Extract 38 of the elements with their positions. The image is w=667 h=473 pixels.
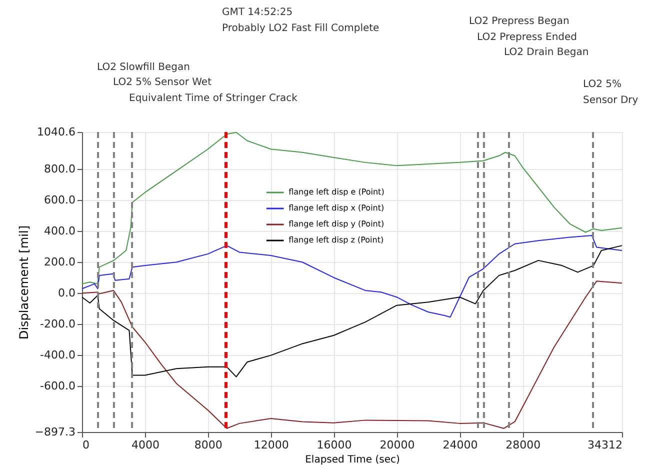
x-tick-label: 16000 (316, 438, 352, 452)
text: Sensor Dry (583, 95, 638, 106)
y-axis-title: Displacement [mil] (16, 225, 31, 340)
x-axis-title: Elapsed Time (sec) (305, 454, 400, 466)
legend-label: flange left disp e (Point) (288, 188, 384, 196)
x-tick-label: 24000 (442, 438, 478, 452)
x-tick-label: 12000 (254, 438, 289, 452)
text: LO2 Drain Began (504, 47, 589, 58)
x-tick-label: 20000 (380, 438, 415, 452)
text: GMT 14:52:25 (222, 7, 293, 18)
text: LO2 5% (583, 79, 622, 90)
y-tick-label: -200.0 (40, 318, 76, 331)
x-tick-label: 0 (82, 438, 90, 452)
x-tick-label: 34312 (588, 438, 622, 452)
line-series (82, 245, 622, 378)
y-tick-label: −897.3 (34, 426, 76, 438)
text: Equivalent Time of Stringer Crack (129, 93, 298, 104)
x-tick-label: 28000 (506, 438, 541, 452)
y-tick-label: 200.0 (44, 256, 76, 269)
x-tick-label: 8000 (194, 438, 222, 452)
x-tick-label: 4000 (131, 438, 160, 452)
text: LO2 Prepress Ended (477, 32, 578, 43)
y-tick-label: -400.0 (40, 348, 76, 362)
y-tick-label: 800.0 (44, 162, 76, 176)
text: Probably LO2 Fast Fill Complete (222, 23, 380, 34)
line-series (82, 235, 622, 318)
y-tick-label: 0.0 (58, 286, 76, 300)
text: LO2 5% Sensor Wet (113, 77, 212, 88)
text: LO2 Prepress Began (469, 16, 570, 27)
legend-label: flange left disp y (Point) (288, 220, 384, 228)
text: LO2 Slowfill Began (97, 62, 190, 73)
legend-label: flange left disp x (Point) (288, 204, 384, 212)
legend-label: flange left disp z (Point) (288, 236, 384, 244)
y-tick-label: -600.0 (40, 379, 76, 392)
y-tick-label: 600.0 (44, 194, 76, 207)
line-series (82, 280, 622, 429)
y-tick-label: 400.0 (44, 224, 76, 238)
y-tick-label: 1040.6 (37, 126, 76, 138)
